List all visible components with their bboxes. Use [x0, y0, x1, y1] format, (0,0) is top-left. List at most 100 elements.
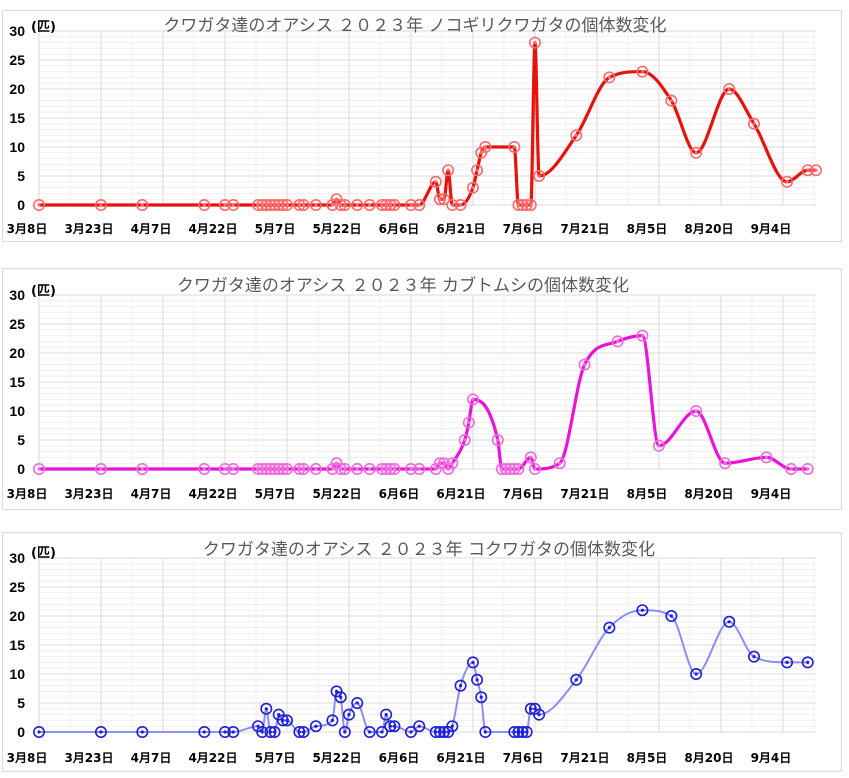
y-tick-label: 15 — [9, 637, 25, 653]
data-point-dot — [516, 467, 521, 471]
data-point-dot — [355, 203, 359, 207]
y-tick-label: 5 — [17, 168, 25, 184]
data-point-ring — [528, 36, 541, 49]
data-point — [748, 650, 761, 663]
data-point-ring — [363, 199, 376, 212]
y-tick-label: 20 — [9, 345, 25, 361]
data-point-dot — [223, 467, 227, 471]
data-point — [136, 463, 149, 476]
data-point-dot — [446, 467, 450, 471]
data-point-ring — [809, 164, 822, 177]
x-tick-label: 5月22日 — [312, 487, 361, 501]
data-point — [520, 726, 533, 739]
data-point-dot — [785, 660, 789, 664]
data-point-dot — [694, 151, 698, 155]
data-point — [475, 691, 488, 704]
data-point-dot — [285, 718, 289, 722]
data-point — [462, 416, 475, 429]
data-point-dot — [785, 180, 789, 184]
data-point-ring — [198, 463, 211, 476]
data-point-ring — [342, 708, 355, 721]
data-point-dot — [417, 467, 421, 471]
data-point — [524, 451, 537, 464]
data-point-ring — [801, 656, 814, 669]
data-point-ring — [260, 702, 273, 715]
data-point-dot — [814, 168, 818, 172]
data-point-ring — [781, 175, 794, 188]
data-point — [636, 604, 649, 617]
data-point-ring — [553, 457, 566, 470]
data-point-ring — [388, 720, 401, 733]
x-tick-label: 3月23日 — [64, 487, 113, 501]
x-tick-label: 6月21日 — [436, 751, 485, 765]
y-axis-unit: (匹) — [31, 546, 56, 561]
data-point-dot — [533, 41, 537, 45]
data-point-dot — [392, 724, 397, 728]
data-point-dot — [450, 724, 454, 728]
data-point — [32, 726, 45, 739]
data-point-ring — [533, 708, 546, 721]
data-point-dot — [471, 186, 475, 190]
data-point-ring — [781, 656, 794, 669]
data-point-ring — [413, 720, 426, 733]
data-point-dot — [694, 409, 698, 413]
data-point-dot — [99, 203, 103, 207]
data-point — [380, 708, 393, 721]
data-point — [351, 199, 364, 212]
x-tick-label: 8月5日 — [627, 487, 668, 501]
data-point — [198, 463, 211, 476]
data-point-ring — [446, 199, 459, 212]
data-point-dot — [339, 695, 343, 699]
data-point — [198, 199, 211, 212]
data-point-ring — [351, 199, 364, 212]
data-point-dot — [37, 203, 41, 207]
data-point-dot — [355, 701, 359, 705]
data-point — [338, 199, 351, 212]
data-point-ring — [363, 463, 376, 476]
data-point — [454, 679, 467, 692]
data-point-ring — [309, 720, 322, 733]
data-point-ring — [636, 65, 649, 78]
x-tick-label: 3月8日 — [7, 222, 48, 236]
x-tick-label: 9月4日 — [751, 487, 792, 501]
data-point-dot — [314, 203, 318, 207]
data-point-ring — [380, 708, 393, 721]
data-point-dot — [202, 467, 206, 471]
y-tick-label: 10 — [9, 403, 25, 419]
data-point-dot — [467, 421, 471, 425]
data-point — [466, 393, 479, 406]
x-tick-label: 6月21日 — [436, 222, 485, 236]
data-point-ring — [528, 463, 541, 476]
data-point-ring — [785, 463, 798, 476]
y-tick-label: 0 — [17, 197, 25, 213]
data-point — [690, 668, 703, 681]
data-point — [491, 434, 504, 447]
data-point-dot — [434, 180, 438, 184]
y-tick-label: 5 — [17, 695, 25, 711]
data-point — [309, 463, 322, 476]
chart-title: クワガタ達のオアシス ２０２３年 カブトムシの個体数変化 — [177, 275, 629, 296]
chart-title: クワガタ達のオアシス ２０２３年 ノコギリクワガタの個体数変化 — [163, 16, 666, 36]
data-point-dot — [223, 730, 227, 734]
data-point-dot — [458, 684, 463, 688]
data-point-ring — [297, 726, 310, 739]
data-point-dot — [355, 467, 359, 471]
data-point — [760, 451, 773, 464]
data-point — [690, 146, 703, 159]
data-point — [326, 714, 339, 727]
data-point-dot — [806, 660, 810, 664]
data-point-dot — [727, 620, 731, 624]
data-point-ring — [479, 726, 492, 739]
data-point-ring — [533, 170, 546, 183]
data-point-dot — [334, 461, 339, 465]
data-point-ring — [442, 164, 455, 177]
data-point-dot — [752, 655, 756, 659]
data-point-dot — [380, 730, 384, 734]
data-point-dot — [475, 678, 479, 682]
data-point — [227, 726, 240, 739]
data-point-dot — [301, 467, 306, 471]
x-tick-label: 9月4日 — [751, 751, 792, 765]
x-tick-label: 5月7日 — [255, 222, 296, 236]
data-point — [652, 439, 665, 452]
data-point-dot — [537, 713, 541, 717]
